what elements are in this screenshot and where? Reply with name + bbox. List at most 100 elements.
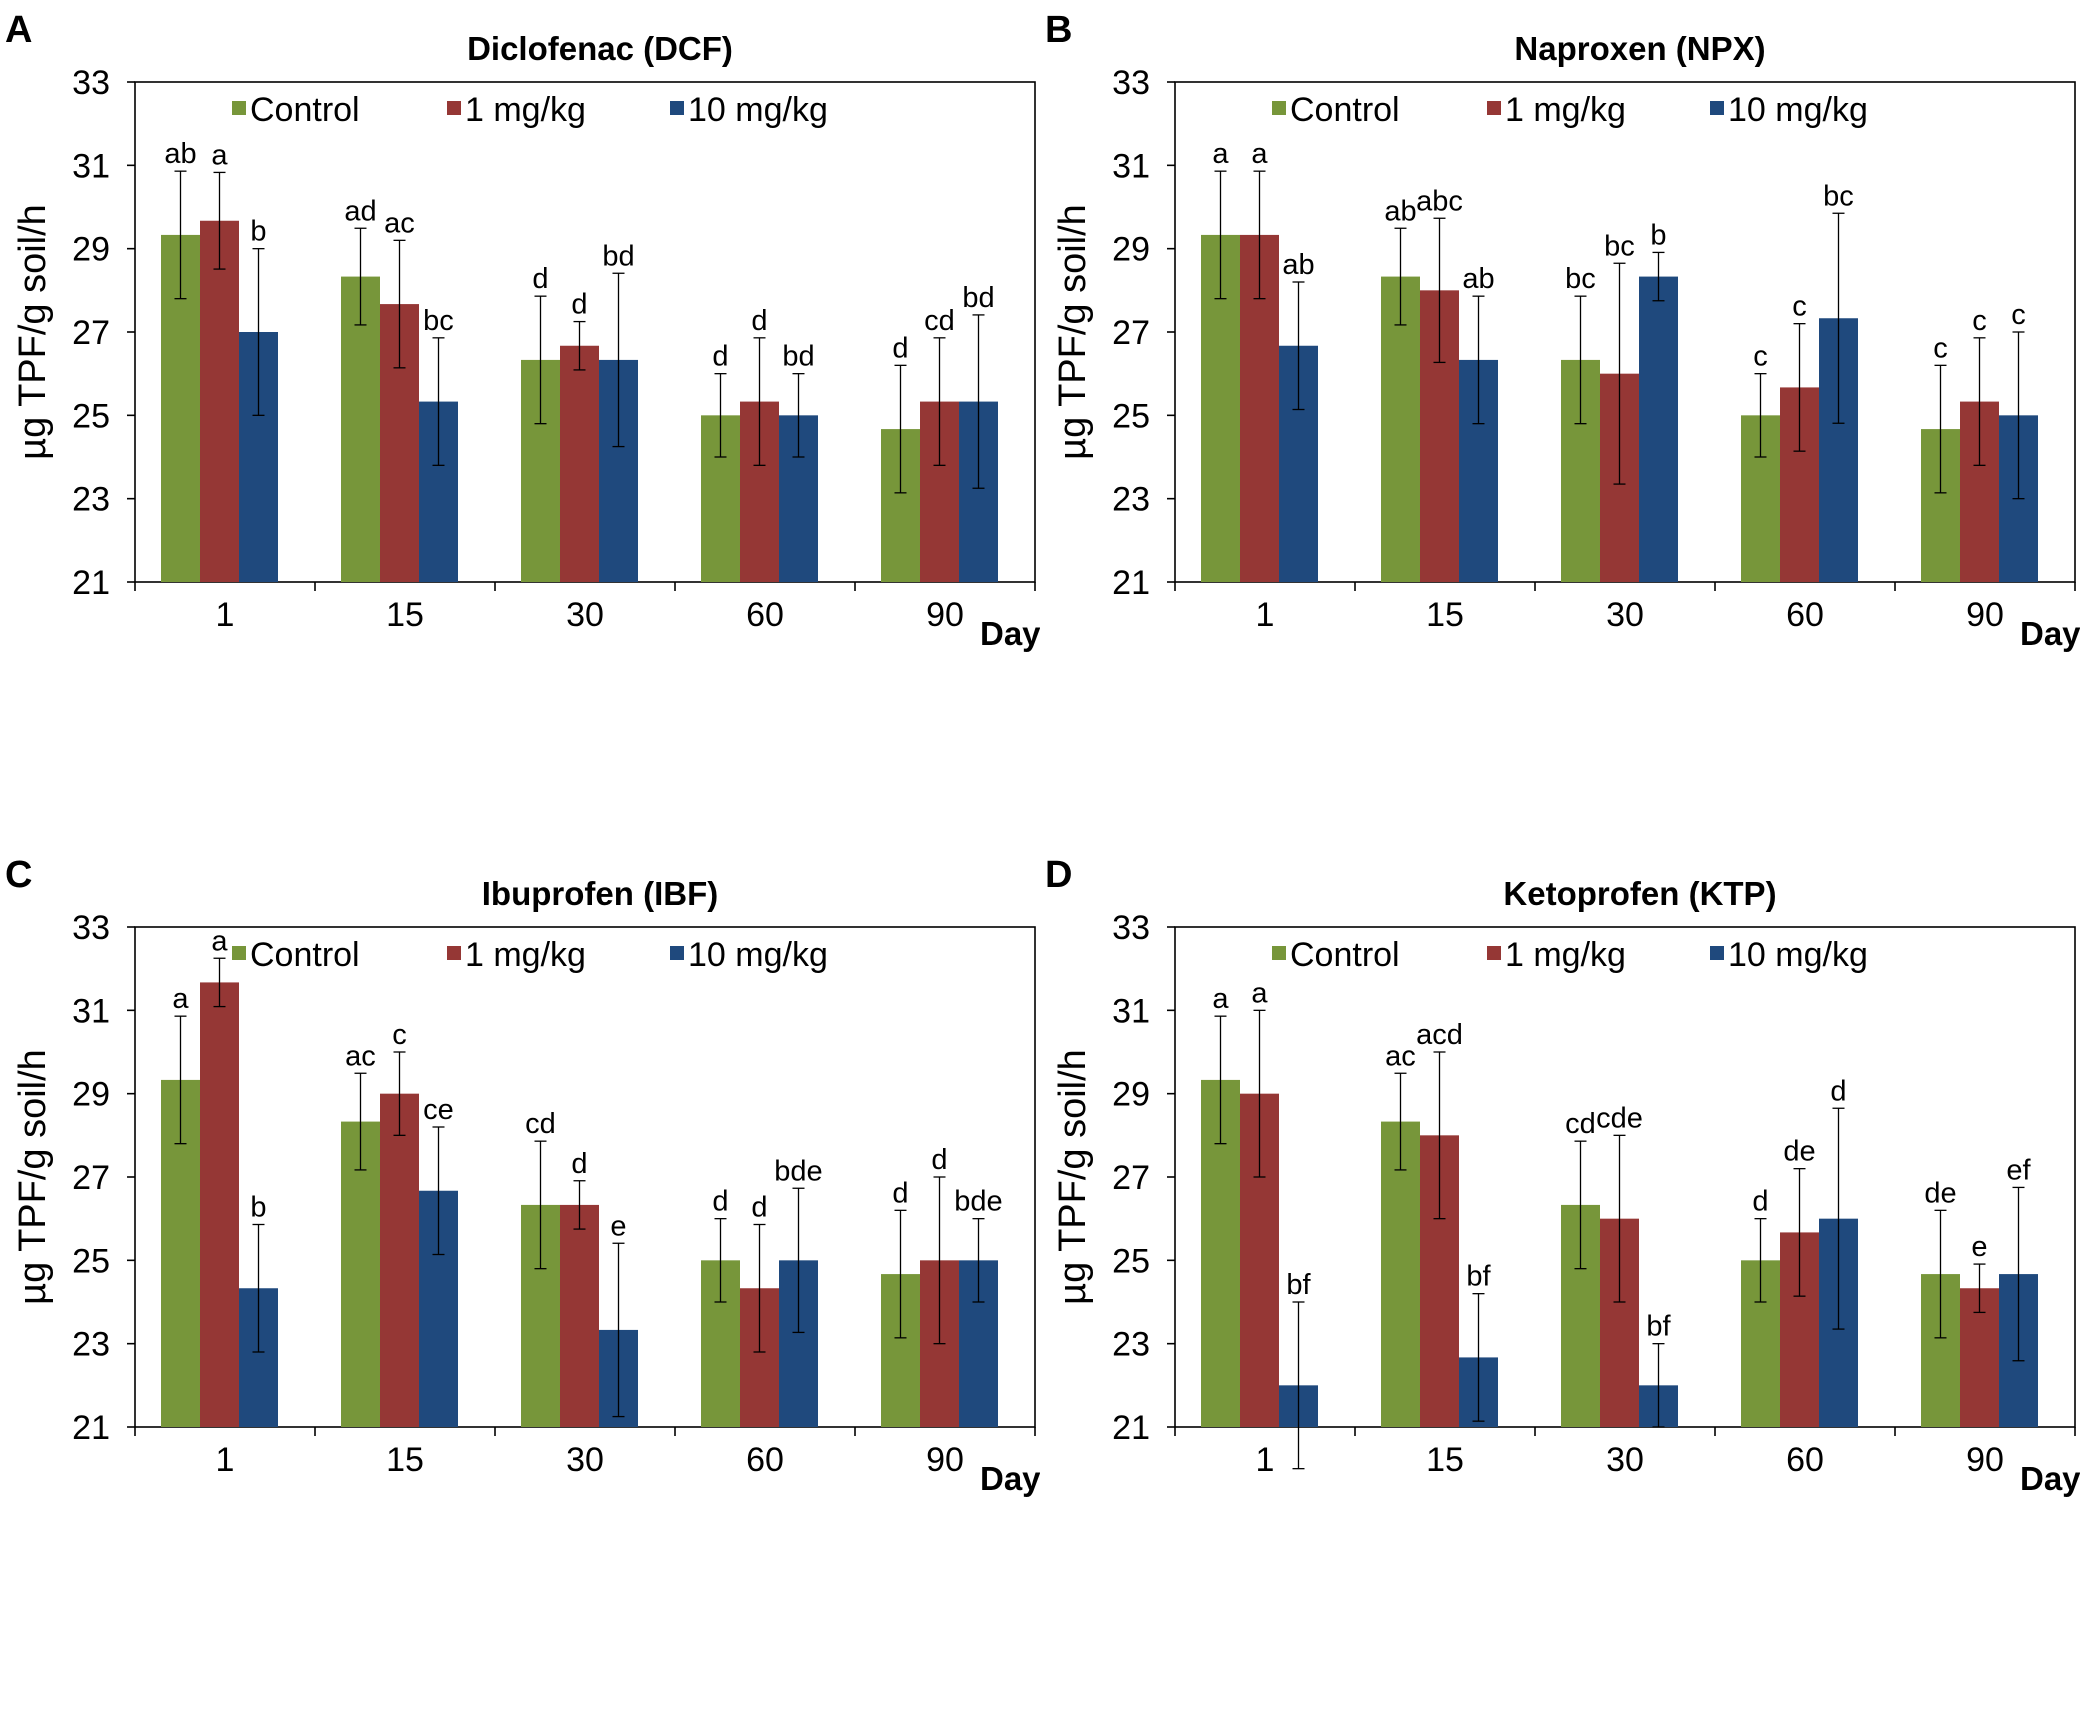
- significance-label: ce: [423, 1094, 454, 1126]
- significance-label: cde: [1596, 1102, 1643, 1134]
- x-tick-label: 15: [386, 596, 424, 634]
- x-axis-label: Day: [980, 615, 1040, 652]
- chart-b: B Naproxen (NPX) 21 23 25 27 29 31 33 µg TPF/g so…: [1045, 9, 2080, 652]
- significance-label: d: [571, 1148, 587, 1180]
- legend-swatch: [1710, 101, 1724, 115]
- significance-label: b: [250, 216, 266, 248]
- significance-label: cd: [924, 305, 955, 337]
- significance-label: bd: [602, 240, 634, 272]
- chart-c: C Ibuprofen (IBF) 21 23 25 27 29 31 33 µg TPF/g s…: [5, 854, 1040, 1497]
- significance-label: ac: [1385, 1040, 1416, 1072]
- x-tick-label: 15: [386, 1441, 424, 1479]
- significance-label: ef: [2006, 1154, 2031, 1186]
- x-tick-label: 30: [566, 596, 604, 634]
- x-tick-label: 90: [1966, 1441, 2004, 1479]
- significance-label: a: [172, 983, 189, 1015]
- y-tick-label: 33: [1112, 909, 1150, 947]
- significance-label: ac: [345, 1040, 376, 1072]
- y-tick-label: 31: [72, 147, 110, 185]
- significance-label: abc: [1416, 185, 1463, 217]
- y-tick-label: 25: [1112, 1242, 1150, 1280]
- x-tick-label: 15: [1426, 596, 1464, 634]
- bar: [1381, 276, 1420, 582]
- x-tick-label: 30: [1606, 596, 1644, 634]
- x-tick-label: 1: [1256, 596, 1275, 634]
- bar: [560, 345, 599, 582]
- legend-swatch: [447, 101, 461, 115]
- x-tick-label: 90: [1966, 596, 2004, 634]
- x-tick-label: 30: [566, 1441, 604, 1479]
- bar: [341, 1121, 380, 1427]
- y-tick-label: 23: [1112, 1326, 1150, 1364]
- significance-label: acd: [1416, 1019, 1463, 1051]
- chart-title: Ketoprofen (KTP): [1503, 875, 1776, 912]
- panel-c: C Ibuprofen (IBF) 21 23 25 27 29 31 33 µg TPF/g s…: [0, 845, 1040, 1701]
- y-tick-label: 33: [72, 64, 110, 102]
- significance-label: d: [751, 305, 767, 337]
- x-tick-label: 90: [926, 1441, 964, 1479]
- x-axis-label: Day: [2020, 615, 2080, 652]
- bar: [341, 276, 380, 582]
- legend-swatch: [670, 946, 684, 960]
- significance-label: de: [1783, 1136, 1815, 1168]
- chart-a: A Diclofenac (DCF) 21 23 25 27 29 31 33 µg TPF/g …: [5, 9, 1040, 652]
- y-tick-label: 25: [1112, 397, 1150, 435]
- legend-swatch: [1272, 946, 1286, 960]
- legend-label: 10 mg/kg: [688, 936, 828, 974]
- legend-swatch: [447, 946, 461, 960]
- x-tick-label: 30: [1606, 1441, 1644, 1479]
- legend-label: 10 mg/kg: [688, 91, 828, 129]
- significance-label: a: [1212, 138, 1229, 170]
- significance-label: d: [931, 1144, 947, 1176]
- significance-label: cd: [1565, 1108, 1596, 1140]
- significance-label: d: [751, 1192, 767, 1224]
- x-tick-label: 15: [1426, 1441, 1464, 1479]
- legend-swatch: [232, 101, 246, 115]
- significance-label: b: [1650, 219, 1666, 251]
- significance-label: a: [1251, 977, 1268, 1009]
- legend-label: 1 mg/kg: [1505, 91, 1626, 129]
- panel-letter: C: [5, 854, 32, 896]
- significance-label: bde: [954, 1186, 1002, 1218]
- significance-label: bd: [782, 341, 814, 373]
- legend-label: 10 mg/kg: [1728, 91, 1868, 129]
- y-tick-label: 29: [1112, 231, 1150, 269]
- significance-label: ab: [1282, 249, 1314, 281]
- significance-label: c: [1933, 332, 1948, 364]
- significance-label: d: [571, 289, 587, 321]
- y-tick-label: 27: [1112, 314, 1150, 352]
- significance-label: ac: [384, 207, 415, 239]
- significance-label: b: [250, 1192, 266, 1224]
- y-tick-label: 23: [1112, 481, 1150, 519]
- panel-d: D Ketoprofen (KTP) 21 23 25 27 29 31 33 µg TPF/g …: [1040, 845, 2080, 1701]
- significance-label: c: [1972, 305, 1987, 337]
- significance-label: a: [1251, 138, 1268, 170]
- y-tick-label: 21: [72, 564, 110, 602]
- y-tick-label: 21: [72, 1409, 110, 1447]
- y-tick-label: 25: [72, 1242, 110, 1280]
- x-axis-label: Day: [980, 1460, 1040, 1497]
- y-tick-label: 21: [1112, 1409, 1150, 1447]
- panel-b: B Naproxen (NPX) 21 23 25 27 29 31 33 µg TPF/g so…: [1040, 0, 2080, 856]
- x-tick-label: 60: [1786, 596, 1824, 634]
- significance-label: c: [1792, 291, 1807, 323]
- legend-swatch: [1487, 101, 1501, 115]
- significance-label: d: [532, 263, 548, 295]
- significance-label: bf: [1466, 1261, 1491, 1293]
- legend-swatch: [1710, 946, 1724, 960]
- y-tick-label: 33: [1112, 64, 1150, 102]
- significance-label: ab: [164, 138, 196, 170]
- y-tick-label: 27: [1112, 1159, 1150, 1197]
- legend-label: Control: [1290, 91, 1400, 129]
- significance-label: ab: [1384, 195, 1416, 227]
- significance-label: bc: [1604, 230, 1635, 262]
- significance-label: a: [211, 925, 228, 957]
- panel-letter: A: [5, 9, 32, 51]
- legend-label: 1 mg/kg: [465, 91, 586, 129]
- significance-label: bc: [1565, 263, 1596, 295]
- x-tick-label: 1: [216, 1441, 235, 1479]
- y-tick-label: 29: [72, 231, 110, 269]
- significance-label: e: [610, 1210, 626, 1242]
- significance-label: d: [1830, 1075, 1846, 1107]
- bar: [1639, 276, 1678, 582]
